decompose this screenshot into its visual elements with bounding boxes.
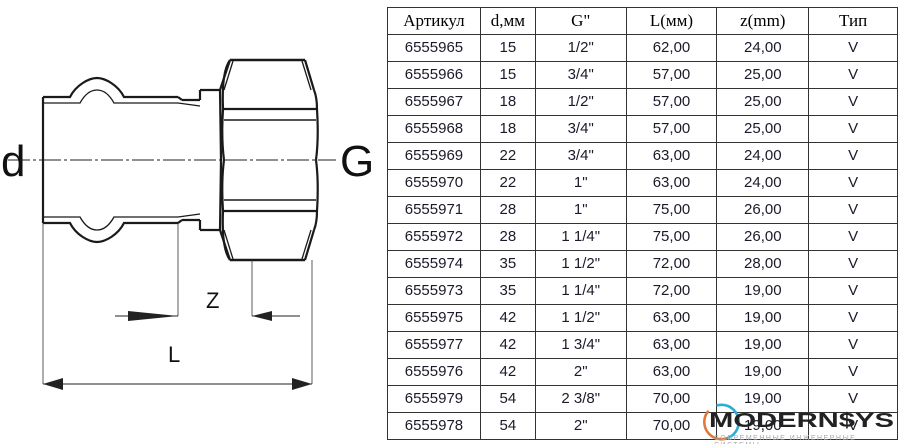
svg-text:Z: Z bbox=[206, 288, 219, 313]
svg-text:d: d bbox=[1, 137, 25, 186]
svg-text:G: G bbox=[340, 137, 374, 186]
svg-text:L: L bbox=[168, 342, 180, 367]
